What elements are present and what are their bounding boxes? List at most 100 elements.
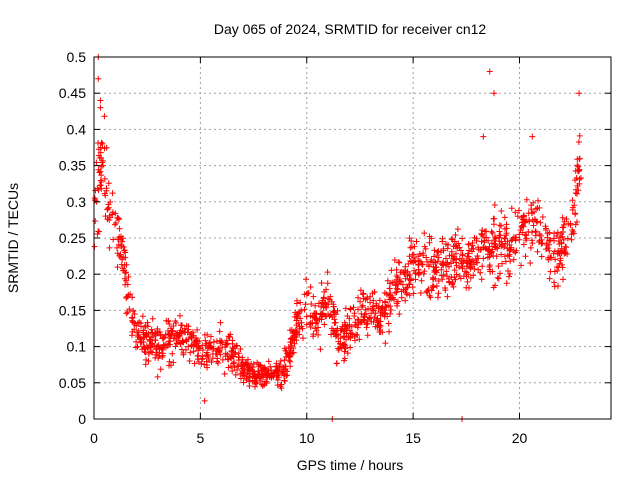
- data-point: [228, 353, 235, 360]
- data-point: [321, 321, 328, 328]
- data-point: [429, 259, 436, 266]
- data-point: [326, 313, 333, 320]
- data-point: [503, 232, 510, 239]
- data-point: [259, 382, 266, 389]
- data-point: [405, 260, 412, 267]
- data-point: [123, 310, 130, 317]
- data-point: [204, 331, 211, 338]
- data-point: [479, 227, 486, 234]
- data-point: [278, 368, 285, 375]
- data-point: [255, 361, 262, 368]
- data-point: [149, 341, 156, 348]
- data-point: [328, 331, 335, 338]
- data-point: [425, 261, 432, 268]
- data-point: [361, 319, 368, 326]
- data-point: [314, 319, 321, 326]
- data-point: [422, 245, 429, 252]
- data-point: [559, 276, 566, 283]
- data-point: [321, 288, 328, 295]
- data-point: [520, 212, 527, 219]
- data-point: [149, 329, 156, 336]
- data-point: [529, 240, 536, 247]
- data-point: [512, 237, 519, 244]
- data-point: [301, 306, 308, 313]
- data-point: [546, 229, 553, 236]
- data-point: [201, 397, 208, 404]
- data-point: [342, 321, 349, 328]
- data-point: [568, 236, 575, 243]
- data-point: [396, 311, 403, 318]
- data-point: [309, 313, 316, 320]
- data-point: [553, 233, 560, 240]
- data-point: [149, 315, 156, 322]
- data-point: [191, 360, 198, 367]
- data-point: [117, 243, 124, 250]
- data-point: [324, 280, 331, 287]
- data-point: [359, 291, 366, 298]
- data-point: [281, 377, 288, 384]
- data-point: [512, 209, 519, 216]
- data-point: [457, 247, 464, 254]
- x-tick-labels: 0 5 10 15 20: [90, 430, 527, 446]
- data-point: [435, 248, 442, 255]
- data-point: [547, 268, 554, 275]
- data-point: [97, 149, 104, 156]
- data-point: [237, 375, 244, 382]
- data-point: [443, 268, 450, 275]
- data-point: [297, 299, 304, 306]
- data-point: [201, 361, 208, 368]
- data-point: [135, 328, 142, 335]
- data-point: [574, 162, 581, 169]
- data-point: [216, 328, 223, 335]
- data-point: [373, 302, 380, 309]
- data-point: [355, 306, 362, 313]
- data-point: [413, 238, 420, 245]
- data-point: [244, 362, 251, 369]
- data-point: [231, 364, 238, 371]
- data-point: [124, 281, 131, 288]
- x-tick-label: 15: [405, 430, 421, 446]
- data-point: [554, 282, 561, 289]
- data-point: [354, 332, 361, 339]
- data-point: [294, 331, 301, 338]
- data-point: [446, 279, 453, 286]
- data-point: [134, 343, 141, 350]
- data-point: [556, 240, 563, 247]
- data-point: [451, 274, 458, 281]
- data-point: [557, 255, 564, 262]
- data-point: [231, 359, 238, 366]
- data-point: [303, 313, 310, 320]
- data-point: [258, 367, 265, 374]
- data-point: [298, 319, 305, 326]
- data-point: [166, 320, 173, 327]
- data-point: [199, 347, 206, 354]
- data-point: [522, 219, 529, 226]
- data-point: [393, 273, 400, 280]
- data-point: [121, 275, 128, 282]
- data-point: [529, 133, 536, 140]
- data-point: [393, 266, 400, 273]
- data-point: [412, 276, 419, 283]
- data-point: [364, 332, 371, 339]
- data-point: [504, 245, 511, 252]
- data-point: [547, 237, 554, 244]
- data-point: [347, 344, 354, 351]
- data-point: [439, 235, 446, 242]
- data-point: [288, 326, 295, 333]
- data-point: [469, 257, 476, 264]
- data-point: [225, 364, 232, 371]
- data-point: [355, 294, 362, 301]
- data-point: [180, 350, 187, 357]
- data-point: [551, 283, 558, 290]
- data-point: [498, 243, 505, 250]
- data-point: [124, 309, 131, 316]
- y-axis-label: SRMTID / TECUs: [5, 183, 21, 293]
- y-tick-label: 0.4: [67, 121, 87, 137]
- data-point: [499, 260, 506, 267]
- data-point: [95, 166, 102, 173]
- data-point: [497, 232, 504, 239]
- data-point: [159, 354, 166, 361]
- data-point: [577, 175, 584, 182]
- data-point: [481, 239, 488, 246]
- data-point: [177, 340, 184, 347]
